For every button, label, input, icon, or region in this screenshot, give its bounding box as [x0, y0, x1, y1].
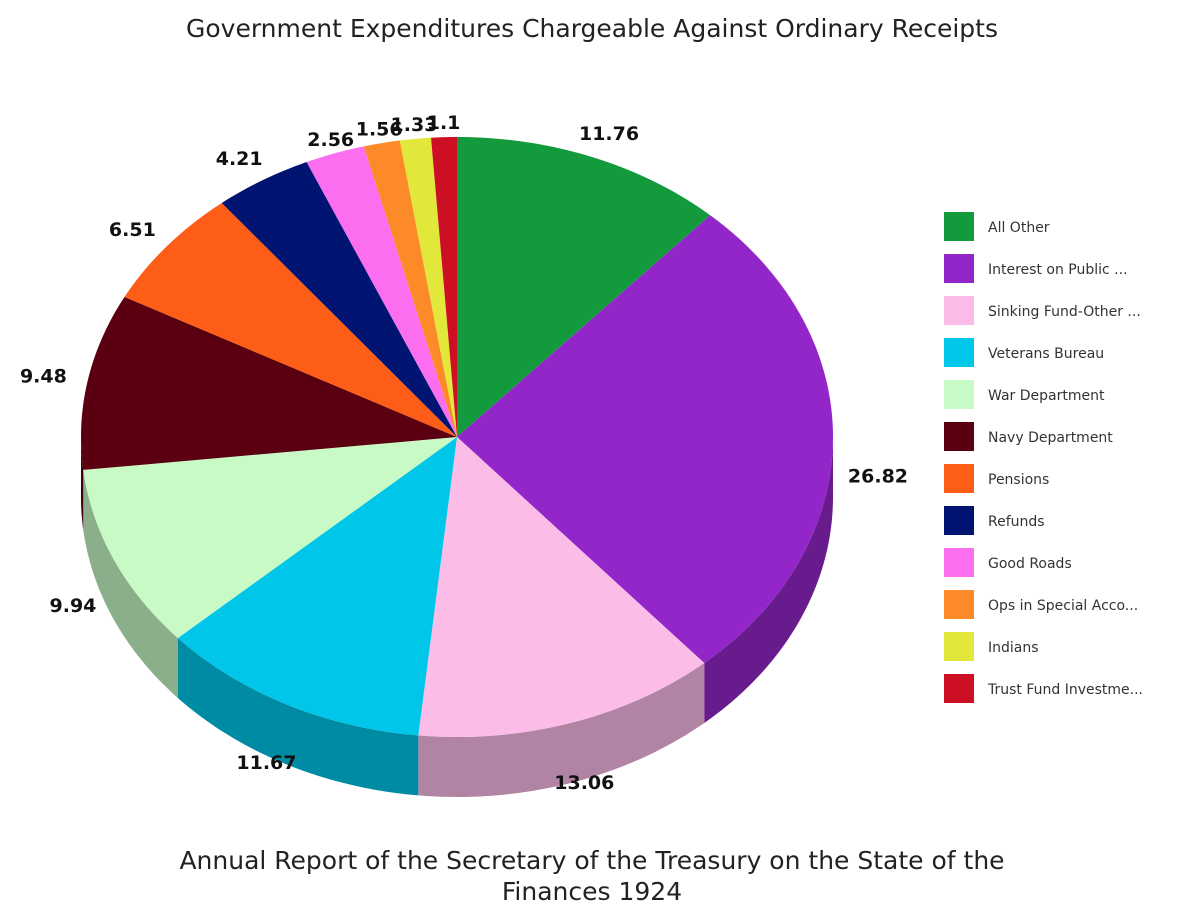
data-label: 4.21 [216, 148, 263, 170]
pie-slice[interactable] [306, 146, 457, 437]
legend-label: All Other [988, 220, 1050, 236]
legend-label: War Department [988, 388, 1105, 404]
pie-slice[interactable] [457, 137, 711, 437]
legend-label: Veterans Bureau [988, 346, 1105, 362]
legend-swatch [944, 296, 974, 325]
legend-label: Sinking Fund-Other ... [988, 304, 1141, 320]
legend-label: Good Roads [988, 556, 1072, 572]
pie-slice[interactable] [399, 137, 457, 437]
data-label: 13.06 [554, 772, 614, 794]
data-label: 26.82 [848, 465, 908, 487]
data-label: 9.48 [20, 365, 67, 387]
pie-slice-side [81, 437, 84, 530]
legend-swatch [944, 548, 974, 577]
legend-swatch [944, 674, 974, 703]
pie-slice[interactable] [363, 140, 457, 437]
data-label: 11.76 [579, 123, 639, 145]
legend-label: Trust Fund Investme... [988, 682, 1144, 698]
legend-label: Pensions [988, 472, 1050, 488]
data-label: 2.56 [307, 129, 354, 151]
legend-label: Refunds [988, 514, 1045, 530]
data-label: 6.51 [109, 219, 156, 241]
pie-slice[interactable] [83, 437, 457, 639]
pie-slice-side [177, 638, 419, 796]
legend-label: Ops in Special Acco... [988, 598, 1139, 614]
pie-slice[interactable] [221, 162, 457, 438]
legend-label: Navy Department [988, 430, 1113, 446]
legend-swatch [944, 464, 974, 493]
legend-swatch [944, 380, 974, 409]
pie-slice[interactable] [457, 215, 833, 664]
chart-title: Government Expenditures Chargeable Again… [185, 14, 999, 43]
legend-swatch [944, 506, 974, 535]
legend-swatch [944, 632, 974, 661]
legend-swatch [944, 590, 974, 619]
data-label: 1.56 [356, 118, 403, 140]
legend-swatch [944, 254, 974, 283]
chart-subtitle: Annual Report of the Secretary of the Tr… [0, 845, 1184, 907]
legend-label: Indians [988, 640, 1039, 656]
pie-slice-side [704, 437, 833, 724]
pie-slice[interactable] [81, 296, 457, 470]
subtitle-line: Annual Report of the Secretary of the Tr… [179, 846, 1005, 875]
legend-label: Interest on Public ... [988, 262, 1128, 278]
subtitle-line: Finances 1924 [501, 877, 683, 906]
pie-slice-side [418, 663, 705, 797]
data-label: 1.1 [427, 112, 461, 134]
pie-slice[interactable] [124, 202, 458, 437]
data-label: 11.67 [236, 752, 296, 774]
pie-slice[interactable] [431, 137, 457, 437]
data-label: 1.33 [391, 114, 438, 136]
legend-swatch [944, 212, 974, 241]
legend-swatch [944, 338, 974, 367]
pie-slice[interactable] [418, 437, 705, 737]
pie-slice[interactable] [177, 437, 457, 736]
legend-swatch [944, 422, 974, 451]
data-label: 9.94 [50, 595, 97, 617]
pie-slice-side [83, 469, 178, 699]
